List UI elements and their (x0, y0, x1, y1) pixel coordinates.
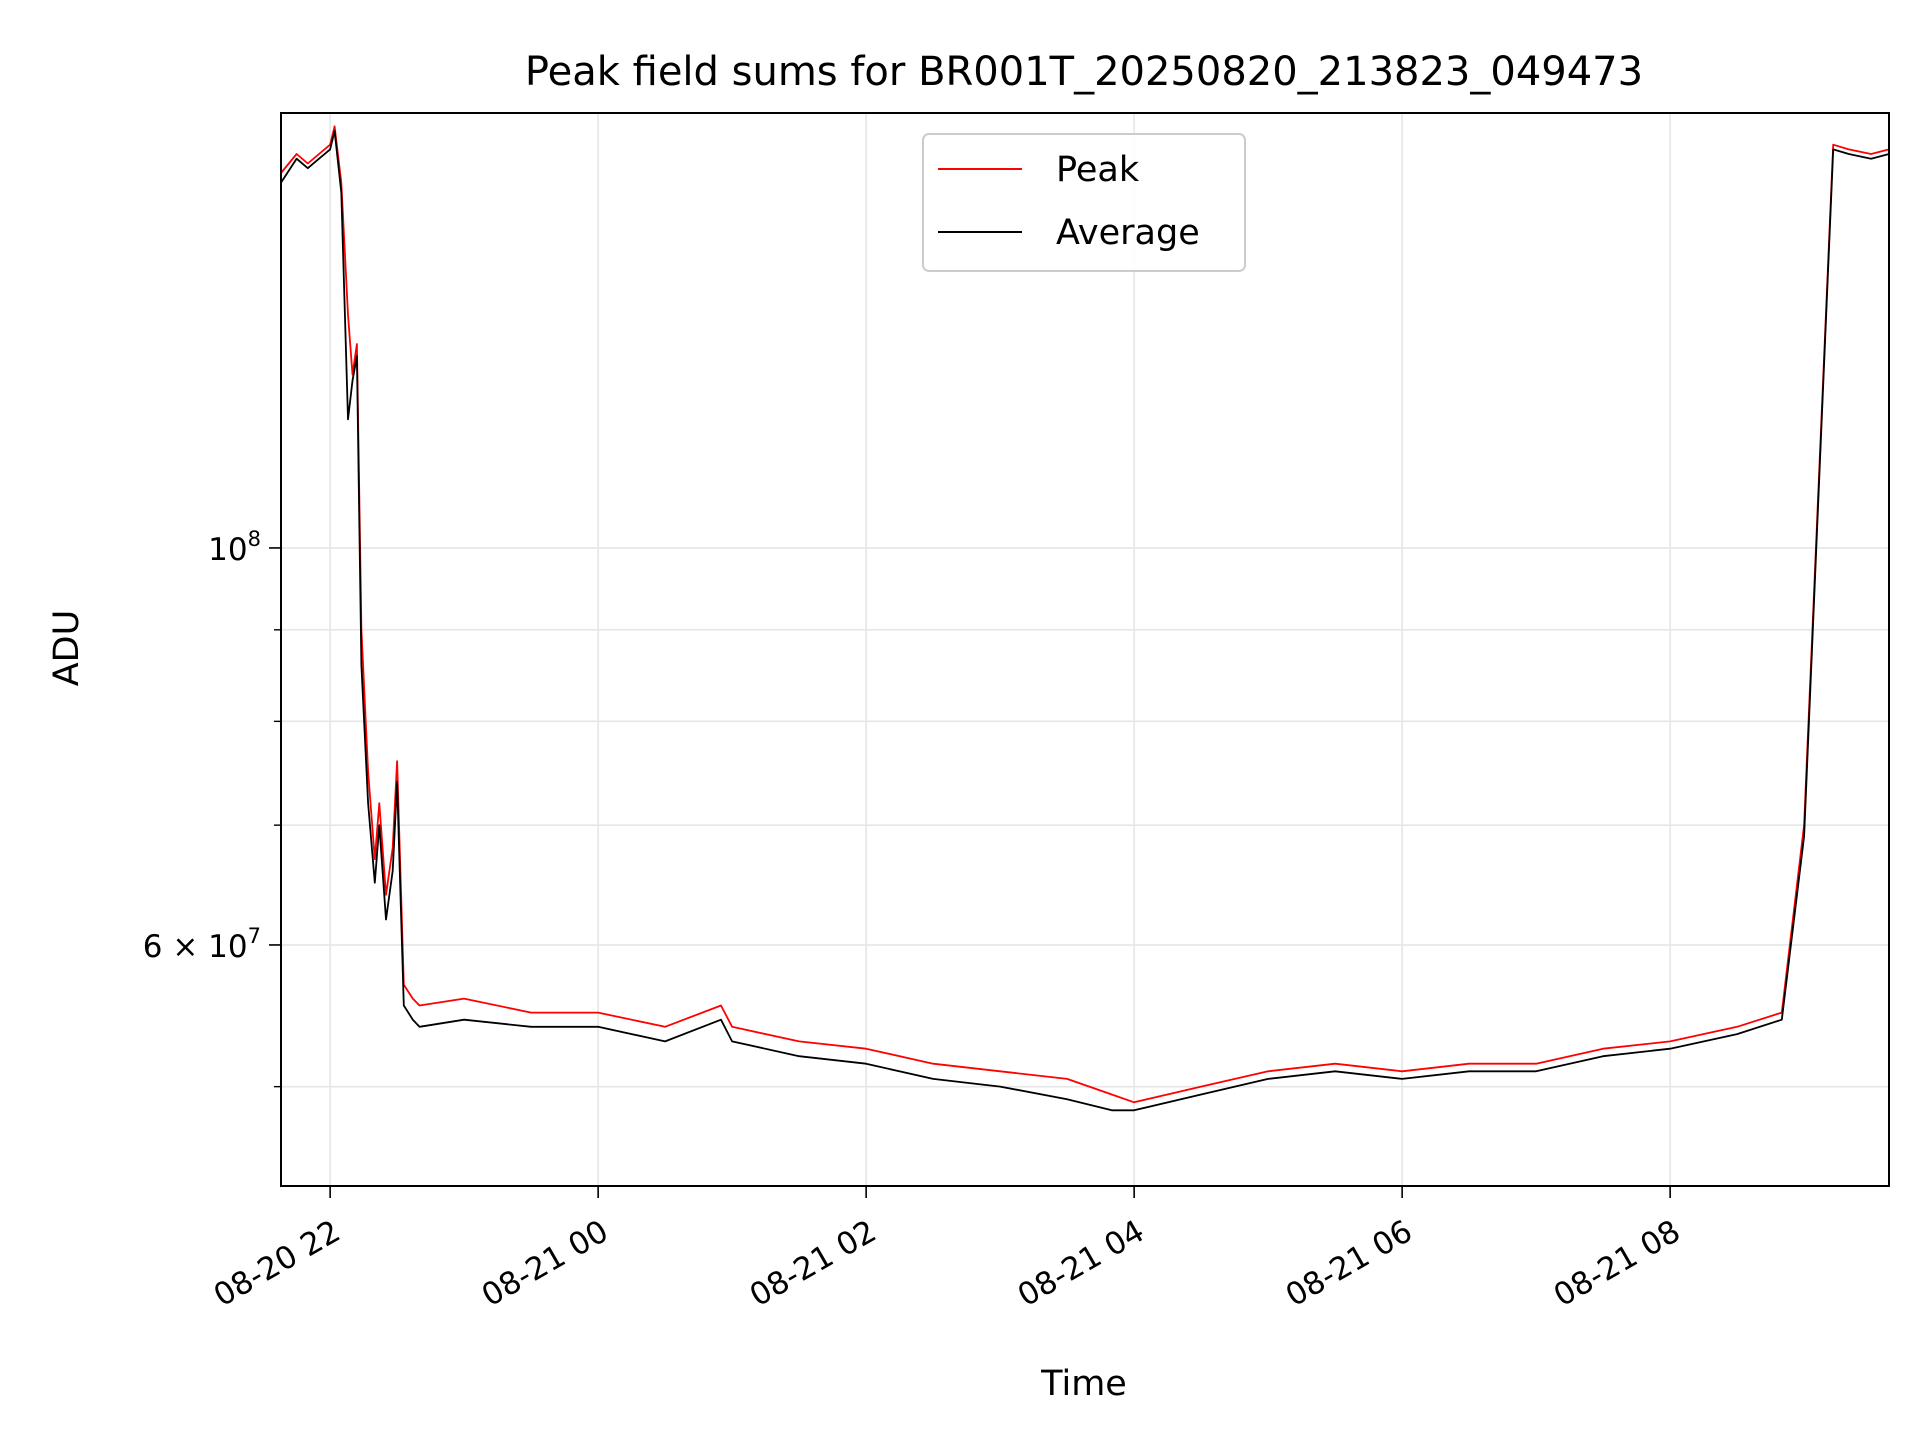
y-axis-label: ADU (47, 610, 87, 687)
y-tick-label: 108 (208, 527, 261, 568)
legend-label-average: Average (1056, 213, 1200, 253)
grid (281, 113, 1889, 1186)
x-axis-label: Time (1040, 1364, 1127, 1404)
y-ticks: 6 × 107 108 (143, 527, 281, 1088)
legend-label-peak: Peak (1056, 150, 1140, 190)
plot-lines (280, 125, 1890, 1112)
chart-title: Peak field sums for BR001T_20250820_2138… (525, 49, 1643, 95)
series-line-peak (280, 125, 1890, 1104)
y-tick-label: 6 × 107 (143, 924, 261, 965)
axes-frame (280, 112, 1890, 1187)
legend: Peak Average (922, 133, 1246, 272)
series-line-average (280, 130, 1890, 1112)
